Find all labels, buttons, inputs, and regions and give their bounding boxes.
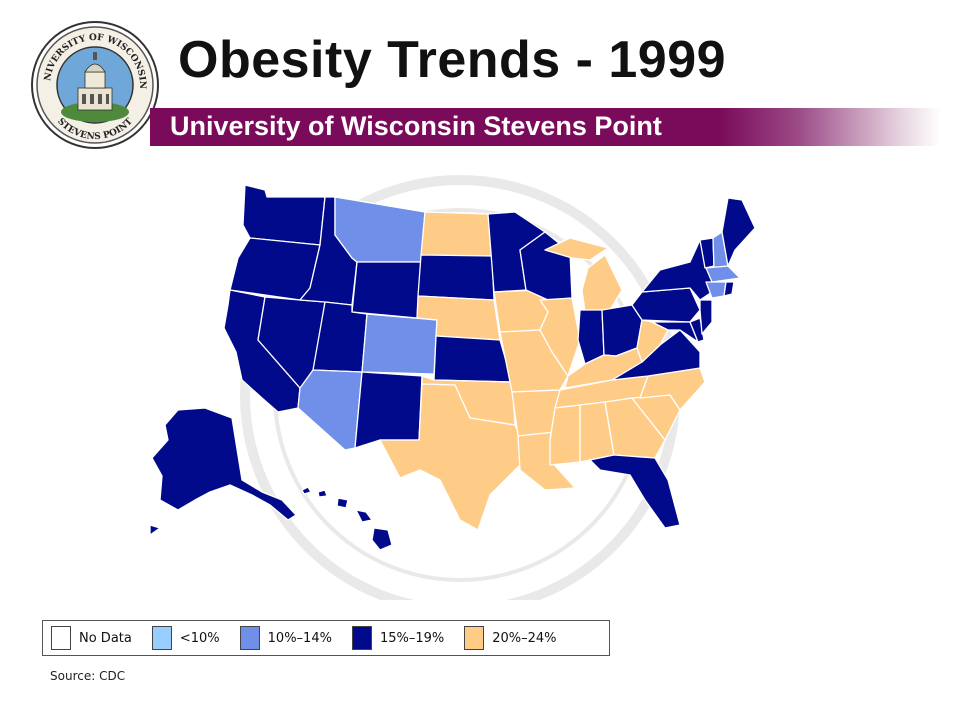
state-tx <box>379 383 523 531</box>
state-nm <box>354 371 423 449</box>
legend-swatch <box>351 626 372 650</box>
state-fl <box>589 454 681 529</box>
state-il <box>539 297 581 377</box>
state-ms <box>549 404 581 466</box>
legend-swatch <box>151 626 172 650</box>
state-sd <box>417 254 495 301</box>
state-az <box>297 369 363 451</box>
state-ri <box>723 281 735 297</box>
state-pa <box>631 287 701 323</box>
legend-item-15-19: 15%–19% <box>351 626 456 650</box>
legend-item-no-data: No Data <box>51 626 144 650</box>
state-ct <box>705 281 727 299</box>
state-ak <box>149 407 297 536</box>
state-wy <box>351 261 422 319</box>
state-nd <box>420 211 493 257</box>
university-seal-logo: UNIVERSITY OF WISCONSIN STEVENS POINT <box>30 20 159 149</box>
us-obesity-map <box>149 175 756 600</box>
state-ma <box>705 265 741 283</box>
subtitle-text: University of Wisconsin Stevens Point <box>170 111 662 141</box>
state-co <box>361 313 438 375</box>
slide-title: Obesity Trends - 1999 <box>178 31 727 89</box>
source-note: Source: CDC <box>50 669 126 683</box>
legend-item-10-14: 10%–14% <box>239 626 344 650</box>
state-md <box>651 321 699 343</box>
legend-swatch <box>239 626 260 650</box>
state-nj <box>699 299 713 335</box>
state-hi <box>301 486 393 551</box>
legend-label: 10%–14% <box>267 630 332 646</box>
legend-swatch <box>51 626 71 650</box>
legend-label: 20%–24% <box>492 630 557 646</box>
legend-item-lt10: <10% <box>151 626 232 650</box>
legend-label: <10% <box>179 630 220 646</box>
state-de <box>689 317 705 343</box>
state-wa <box>242 184 326 246</box>
state-mt <box>334 196 426 263</box>
legend-swatch <box>464 626 485 650</box>
state-or <box>229 237 321 301</box>
state-in <box>577 309 605 365</box>
legend-item-20-24: 20%–24% <box>464 626 568 650</box>
legend: No Data <10% 10%–14% 15%–19% 20%–24% <box>42 620 610 656</box>
legend-label: No Data <box>79 630 132 646</box>
state-ks <box>433 335 513 383</box>
state-me <box>721 197 756 267</box>
state-ga <box>604 397 666 459</box>
subtitle-banner: University of Wisconsin Stevens Point <box>150 108 940 146</box>
legend-label: 15%–19% <box>379 630 445 646</box>
